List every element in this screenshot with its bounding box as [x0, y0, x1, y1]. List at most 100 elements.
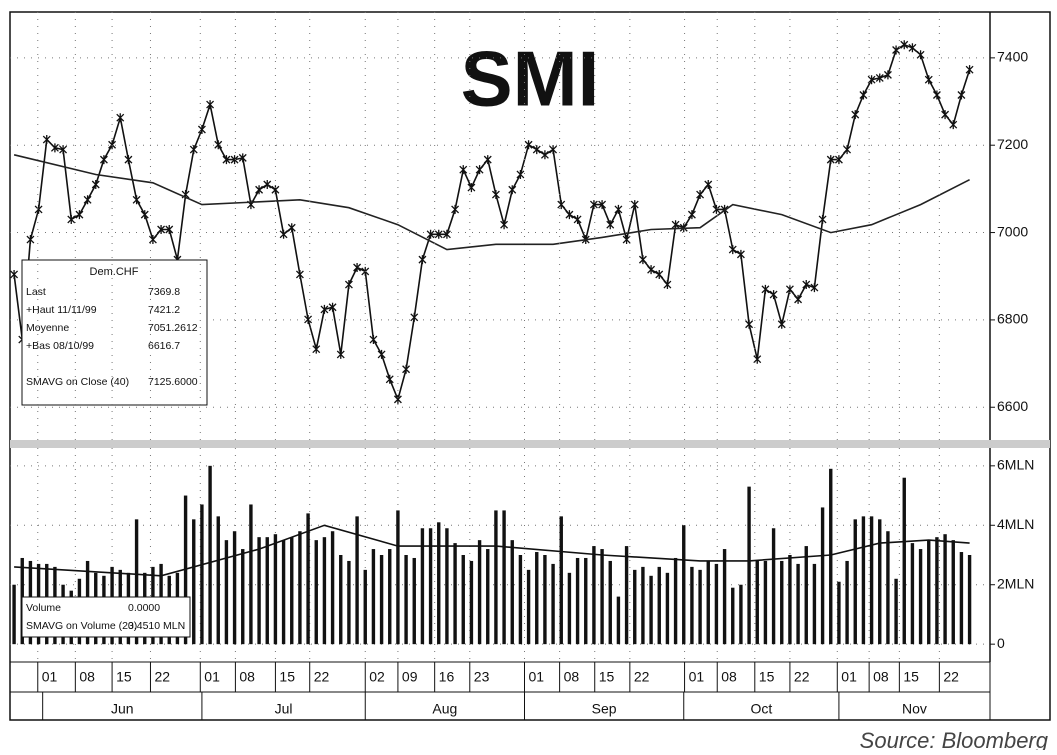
- month-label: Oct: [750, 701, 772, 717]
- x-tick-label: 22: [634, 669, 650, 685]
- bar: [551, 563, 555, 645]
- bar: [714, 563, 719, 645]
- legend-label: SMAVG on Close (40): [26, 376, 129, 388]
- point-marker: [287, 223, 296, 233]
- point-marker: [712, 204, 721, 214]
- bar: [12, 584, 16, 645]
- x-tick-label: 15: [599, 669, 615, 685]
- point-marker: [312, 344, 321, 354]
- point-marker: [745, 319, 754, 329]
- bar: [820, 507, 825, 645]
- bar: [927, 540, 931, 645]
- point-marker: [304, 314, 313, 324]
- point-marker: [753, 354, 762, 364]
- x-tick-label: 15: [279, 669, 295, 685]
- point-marker: [402, 364, 411, 374]
- y-tick-label: 6800: [997, 311, 1028, 327]
- bar: [649, 575, 653, 645]
- bar: [216, 516, 220, 645]
- bar: [355, 516, 359, 645]
- point-marker: [434, 229, 443, 239]
- panel-divider: [10, 440, 1050, 448]
- bar: [249, 504, 253, 645]
- bar: [543, 555, 547, 645]
- point-marker: [99, 155, 108, 165]
- point-marker: [908, 43, 917, 53]
- point-marker: [687, 210, 696, 220]
- month-label: Jul: [275, 701, 293, 717]
- point-marker: [255, 185, 264, 195]
- point-marker: [271, 185, 280, 195]
- bar: [518, 555, 523, 645]
- bar: [967, 555, 972, 645]
- bar: [420, 528, 425, 645]
- bar: [641, 566, 645, 645]
- point-marker: [189, 145, 198, 155]
- bar: [224, 540, 229, 645]
- point-marker: [295, 269, 304, 279]
- point-marker: [451, 204, 460, 214]
- bar: [812, 563, 817, 645]
- point-marker: [826, 155, 835, 165]
- bar: [763, 560, 768, 645]
- point-marker: [696, 190, 705, 200]
- legend-value: 7125.6000: [148, 376, 198, 388]
- bar: [265, 537, 269, 645]
- y-tick-label: 4MLN: [997, 516, 1034, 532]
- bar: [559, 516, 563, 645]
- bar: [535, 552, 539, 645]
- point-marker: [655, 269, 664, 279]
- point-marker: [214, 140, 223, 150]
- point-marker: [26, 235, 35, 245]
- point-marker: [671, 220, 680, 230]
- legend-value: 7421.2: [148, 304, 180, 316]
- point-marker: [704, 180, 713, 190]
- point-marker: [459, 165, 468, 175]
- x-tick-label: 15: [116, 669, 132, 685]
- bar: [494, 510, 498, 645]
- bar: [918, 549, 923, 645]
- point-marker: [843, 145, 852, 155]
- point-marker: [549, 145, 558, 155]
- bar: [388, 549, 392, 645]
- point-marker: [230, 155, 239, 165]
- point-marker: [108, 140, 117, 150]
- point-marker: [810, 283, 819, 293]
- point-marker: [91, 180, 100, 190]
- x-tick-label: 08: [239, 669, 255, 685]
- bar: [241, 549, 245, 645]
- bar: [134, 519, 139, 645]
- point-marker: [491, 190, 500, 200]
- x-tick-label: 08: [721, 669, 737, 685]
- x-tick-label: 01: [689, 669, 705, 685]
- point-marker: [385, 374, 394, 384]
- month-label: Aug: [432, 701, 457, 717]
- x-tick-label: 22: [314, 669, 330, 685]
- bar: [510, 540, 514, 645]
- bar: [371, 549, 376, 645]
- point-marker: [524, 140, 533, 150]
- x-tick-label: 15: [903, 669, 919, 685]
- bar: [739, 584, 743, 645]
- bar: [396, 510, 400, 645]
- bar: [575, 557, 580, 645]
- point-marker: [124, 155, 133, 165]
- y-tick-label: 0: [997, 635, 1005, 651]
- legend-box: [21, 259, 208, 406]
- bar: [943, 534, 947, 645]
- point-marker: [197, 124, 206, 134]
- bar: [486, 549, 490, 645]
- bar: [902, 477, 906, 645]
- point-marker: [957, 90, 966, 100]
- bar: [771, 528, 776, 645]
- bar: [959, 552, 964, 645]
- legend-label: +Haut 11/11/99: [26, 304, 97, 316]
- point-marker: [157, 224, 166, 234]
- bar: [682, 525, 686, 645]
- point-marker: [589, 200, 598, 210]
- bar: [412, 557, 416, 645]
- point-marker: [728, 245, 737, 255]
- point-marker: [410, 312, 419, 322]
